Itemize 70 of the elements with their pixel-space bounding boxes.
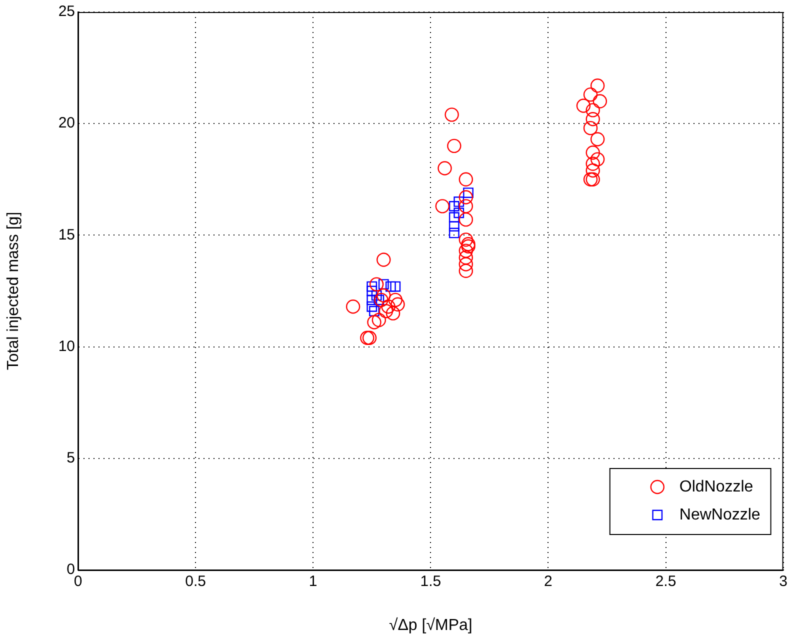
point — [376, 252, 391, 267]
point — [346, 300, 360, 314]
point — [390, 281, 401, 292]
y-tick-label: 20 — [58, 114, 75, 132]
legend-label: OldNozzle — [679, 478, 754, 496]
point — [458, 172, 474, 186]
point — [372, 312, 386, 328]
y-tick-label: 5 — [66, 450, 75, 467]
point — [586, 172, 600, 186]
point — [583, 87, 598, 102]
point — [385, 281, 396, 292]
point — [458, 212, 474, 227]
y-axis-title: Total injected mass [g] — [5, 212, 22, 370]
point — [362, 330, 377, 345]
point — [369, 306, 380, 316]
y-tick-label: 0 — [66, 561, 75, 578]
x-tick-label: 3 — [779, 573, 788, 590]
point — [360, 330, 374, 345]
point — [590, 78, 605, 93]
point — [590, 132, 605, 146]
point — [438, 161, 452, 176]
point — [458, 199, 474, 214]
point — [586, 156, 600, 171]
point — [590, 152, 605, 166]
x-tick-label: 0.5 — [185, 573, 206, 590]
point — [374, 292, 388, 308]
point — [586, 103, 600, 118]
point — [378, 279, 389, 290]
point — [454, 196, 464, 207]
point — [366, 286, 378, 296]
point — [366, 301, 378, 312]
point — [458, 232, 474, 247]
y-tick-label: 10 — [58, 338, 75, 355]
point — [435, 199, 450, 214]
x-tick-label: 2.5 — [655, 573, 676, 590]
point — [448, 212, 460, 223]
legend-label: NewNozzle — [679, 506, 760, 524]
point — [458, 257, 474, 272]
point — [448, 200, 460, 212]
point — [388, 292, 402, 308]
point — [583, 120, 598, 136]
point — [386, 306, 400, 320]
x-tick-label: 1 — [308, 573, 318, 590]
point — [586, 163, 600, 178]
x-tick-label: 1.5 — [420, 573, 442, 590]
point — [381, 300, 396, 314]
x-axis-title: √Δp [√MPa] — [388, 616, 472, 634]
y-tick-label: 15 — [58, 226, 75, 244]
point — [376, 288, 391, 303]
point — [447, 138, 462, 154]
point — [458, 244, 474, 258]
point — [448, 221, 460, 232]
point — [367, 315, 382, 330]
point — [458, 190, 474, 204]
point — [369, 277, 384, 292]
point — [576, 98, 591, 113]
point — [583, 172, 598, 186]
point — [390, 297, 405, 312]
x-tick-label: 2 — [544, 573, 552, 590]
point — [458, 264, 474, 278]
point — [586, 112, 600, 126]
point — [444, 108, 459, 122]
point — [592, 94, 608, 108]
point — [458, 250, 474, 265]
y-tick-label: 25 — [58, 3, 75, 20]
point — [378, 304, 394, 318]
point — [448, 228, 460, 238]
point — [586, 146, 600, 160]
point — [366, 294, 378, 306]
point — [454, 208, 464, 218]
